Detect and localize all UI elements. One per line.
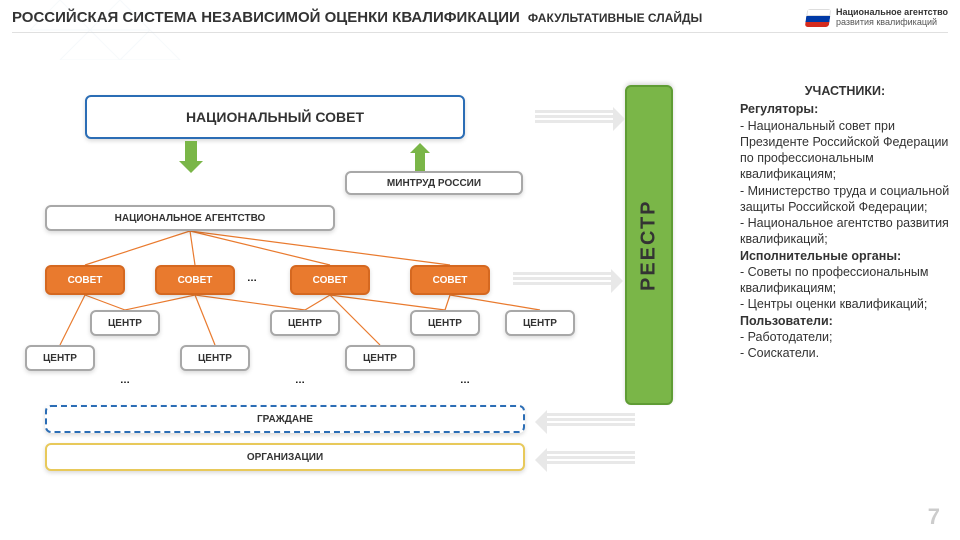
center-label: ЦЕНТР [108, 318, 142, 329]
logo-text: Национальное агентство развития квалифик… [836, 8, 948, 28]
triple-arrow-left-icon [545, 413, 635, 426]
exec-item: - Советы по профессиональным квалификаци… [740, 265, 929, 295]
regulators-label: Регуляторы: [740, 102, 818, 116]
center-label: ЦЕНТР [363, 353, 397, 364]
box-organizations: ОРГАНИЗАЦИИ [45, 443, 525, 471]
box-center: ЦЕНТР [345, 345, 415, 371]
box-center: ЦЕНТР [25, 345, 95, 371]
box-mintrud: МИНТРУД РОССИИ [345, 171, 523, 195]
arrow-down-icon [185, 141, 197, 173]
box-center: ЦЕНТР [505, 310, 575, 336]
sovet-label: СОВЕТ [68, 275, 103, 286]
participants-panel: УЧАСТНИКИ: Регуляторы: - Национальный со… [740, 83, 950, 361]
sovet-label: СОВЕТ [178, 275, 213, 286]
box-reestr: РЕЕСТР [625, 85, 673, 405]
box-sovet: СОВЕТ [290, 265, 370, 295]
citizens-label: ГРАЖДАНЕ [257, 414, 313, 425]
box-agency: НАЦИОНАЛЬНОЕ АГЕНТСТВО [45, 205, 335, 231]
sovet-label: СОВЕТ [433, 275, 468, 286]
box-center: ЦЕНТР [270, 310, 340, 336]
box-national-council: НАЦИОНАЛЬНЫЙ СОВЕТ [85, 95, 465, 139]
regulators-item: - Министерство труда и социальной защиты… [740, 184, 949, 214]
header-subtitle: ФАКУЛЬТАТИВНЫЕ СЛАЙДЫ [528, 11, 702, 25]
logo-flag-icon [805, 9, 832, 27]
exec-label: Исполнительные органы: [740, 249, 901, 263]
page-number: 7 [928, 504, 940, 530]
center-label: ЦЕНТР [523, 318, 557, 329]
diagram-canvas: НАЦИОНАЛЬНЫЙ СОВЕТ МИНТРУД РОССИИ НАЦИОН… [15, 75, 715, 505]
background-pattern [30, 0, 200, 60]
users-item: - Работодатели; [740, 330, 832, 344]
ellipsis: … [247, 273, 257, 284]
mintrud-label: МИНТРУД РОССИИ [387, 178, 481, 189]
center-label: ЦЕНТР [43, 353, 77, 364]
center-label: ЦЕНТР [288, 318, 322, 329]
box-sovet: СОВЕТ [45, 265, 125, 295]
users-item: - Соискатели. [740, 346, 819, 360]
agency-label: НАЦИОНАЛЬНОЕ АГЕНТСТВО [115, 213, 266, 224]
box-center: ЦЕНТР [410, 310, 480, 336]
organizations-label: ОРГАНИЗАЦИИ [247, 452, 323, 463]
reestr-label: РЕЕСТР [638, 199, 661, 291]
arrow-up-icon [415, 143, 425, 171]
triple-arrow-right-icon [535, 110, 615, 123]
box-sovet: СОВЕТ [155, 265, 235, 295]
logo-line2: развития квалификаций [836, 17, 937, 27]
box-sovet: СОВЕТ [410, 265, 490, 295]
regulators-item: - Национальный совет при Президенте Росс… [740, 119, 948, 182]
triple-arrow-left-icon [545, 451, 635, 464]
participants-heading: УЧАСТНИКИ: [740, 83, 950, 99]
users-label: Пользователи: [740, 314, 833, 328]
box-citizens: ГРАЖДАНЕ [45, 405, 525, 433]
sovet-label: СОВЕТ [313, 275, 348, 286]
ellipsis: … [295, 375, 305, 386]
national-council-label: НАЦИОНАЛЬНЫЙ СОВЕТ [186, 109, 364, 125]
exec-item: - Центры оценки квалификаций; [740, 297, 927, 311]
logo: Национальное агентство развития квалифик… [806, 8, 948, 28]
center-label: ЦЕНТР [198, 353, 232, 364]
ellipsis: … [120, 375, 130, 386]
box-center: ЦЕНТР [180, 345, 250, 371]
ellipsis: … [460, 375, 470, 386]
regulators-item: - Национальное агентство развития квалиф… [740, 216, 949, 246]
triple-arrow-right-icon [513, 272, 613, 285]
box-center: ЦЕНТР [90, 310, 160, 336]
center-label: ЦЕНТР [428, 318, 462, 329]
